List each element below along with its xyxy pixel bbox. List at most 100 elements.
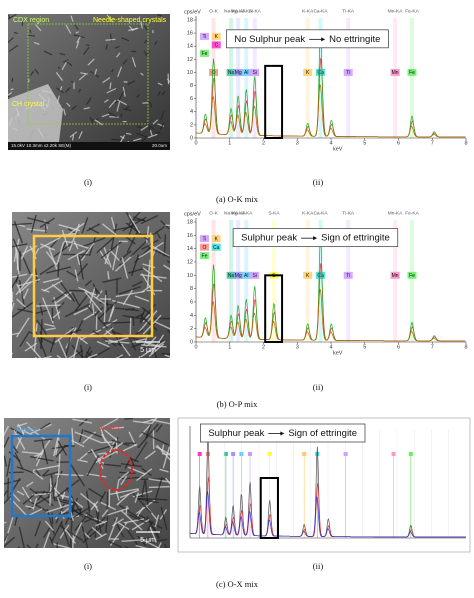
annotation-cause: No Sulphur peak xyxy=(234,34,305,45)
x-tick-label: 6 xyxy=(397,140,400,146)
caption: (b) O-P mix xyxy=(217,399,259,409)
crystal xyxy=(28,357,37,368)
peak-label: Ti xyxy=(346,273,350,279)
image-label: Area 2 xyxy=(16,427,37,434)
peak-label: Al xyxy=(244,70,248,76)
spectrum-label: (ii) xyxy=(313,177,324,187)
peak-label: Al xyxy=(244,273,248,279)
line-label: O-K xyxy=(209,8,218,14)
crystal xyxy=(170,357,185,367)
peak-chip xyxy=(231,452,235,456)
crystal xyxy=(154,547,157,556)
y-tick-label: 0 xyxy=(190,339,193,345)
line-band xyxy=(410,18,414,138)
crystal xyxy=(52,513,53,524)
x-tick-label: 2 xyxy=(262,140,265,146)
image-label: Area 1 xyxy=(100,425,121,432)
peak-label: Fe xyxy=(409,70,415,76)
x-tick-label: 7 xyxy=(431,344,434,350)
y-unit: cps/eV xyxy=(184,9,201,15)
peak-label: Mn xyxy=(392,70,399,76)
crystal xyxy=(167,330,191,346)
peak-label: Ti xyxy=(202,34,206,40)
annotation-cause: Sulphur peak xyxy=(241,233,297,244)
crystal xyxy=(10,89,13,90)
x-tick-label: 8 xyxy=(464,140,467,146)
peak-chip xyxy=(392,452,396,456)
line-label: Ti-KA xyxy=(342,210,355,216)
peak-label: O xyxy=(202,245,206,251)
image-label: (i) xyxy=(84,561,92,571)
scale-info: 15.0kV 10.3mm x2.20k SE(M) xyxy=(11,143,72,148)
crystal xyxy=(126,506,127,515)
peak-label: Fe xyxy=(202,253,208,259)
x-tick-label: 5 xyxy=(363,344,366,350)
line-label: K-KA xyxy=(302,8,314,14)
y-tick-label: 16 xyxy=(187,31,193,37)
crystal xyxy=(0,301,12,327)
y-tick-label: 14 xyxy=(187,44,193,50)
line-label: Mn-KA xyxy=(388,210,403,216)
peak-label: Si xyxy=(252,273,256,279)
y-tick-label: 0 xyxy=(190,135,193,141)
peak-label: C xyxy=(214,43,218,49)
crystal xyxy=(50,478,51,505)
image-label: CH crystal xyxy=(12,101,45,108)
peak-label: Fe xyxy=(202,51,208,57)
crystal xyxy=(0,353,13,367)
peak-chip xyxy=(344,452,348,456)
image-label: Needle-shaped crystals xyxy=(93,17,167,24)
x-tick-label: 5 xyxy=(363,140,366,146)
peak-label: Ti xyxy=(202,236,206,242)
annotation-effect: Sign of ettringite xyxy=(321,233,390,244)
spectrum-label: (ii) xyxy=(313,561,324,571)
peak-chip xyxy=(206,452,210,456)
peak-chip xyxy=(409,452,413,456)
peak-label: Fe xyxy=(409,273,415,279)
crystal xyxy=(111,139,121,140)
y-tick-label: 6 xyxy=(190,96,193,102)
annotation-effect: No ettringite xyxy=(329,34,380,45)
caption: (c) O-X mix xyxy=(216,579,259,589)
x-tick-label: 1 xyxy=(228,140,231,146)
y-tick-label: 12 xyxy=(187,57,193,63)
line-band xyxy=(393,18,397,138)
image-label: (i) xyxy=(84,382,92,392)
annotation-effect: Sign of ettringite xyxy=(288,428,357,439)
image-label: (i) xyxy=(84,177,92,187)
crystal xyxy=(102,442,113,443)
scale-bar-label: 5 μm xyxy=(140,347,156,354)
peak-chip xyxy=(239,452,243,456)
x-tick-label: 0 xyxy=(194,344,197,350)
line-band xyxy=(410,220,414,342)
crystal xyxy=(108,271,109,279)
peak-chip xyxy=(302,452,306,456)
crystal xyxy=(8,478,9,498)
y-tick-label: 18 xyxy=(187,17,193,23)
crystal xyxy=(63,547,67,566)
image-label: CDX region xyxy=(13,17,49,24)
y-tick-label: 8 xyxy=(190,286,193,292)
line-label: Ca-KA xyxy=(313,210,328,216)
y-tick-label: 4 xyxy=(190,313,193,319)
y-tick-label: 8 xyxy=(190,83,193,89)
y-tick-label: 6 xyxy=(190,299,193,305)
line-label: Al-KA xyxy=(240,210,253,216)
crystal xyxy=(133,317,134,326)
crystal xyxy=(155,132,160,133)
x-tick-label: 3 xyxy=(296,344,299,350)
scale-bar-label: 5 μm xyxy=(140,537,156,544)
y-tick-label: 16 xyxy=(187,233,193,239)
x-unit: keV xyxy=(333,350,343,356)
x-tick-label: 3 xyxy=(296,140,299,146)
annotation-cause: Sulphur peak xyxy=(208,428,264,439)
spectrum-label: (ii) xyxy=(313,382,324,392)
peak-label: Ca xyxy=(317,273,324,279)
line-label: S-KA xyxy=(268,210,280,216)
x-tick-label: 2 xyxy=(262,344,265,350)
x-tick-label: 6 xyxy=(397,344,400,350)
crystal xyxy=(133,356,140,376)
line-label: Mn-KA xyxy=(388,8,403,14)
caption: (a) O-K mix xyxy=(216,194,259,204)
crystal xyxy=(4,547,20,561)
